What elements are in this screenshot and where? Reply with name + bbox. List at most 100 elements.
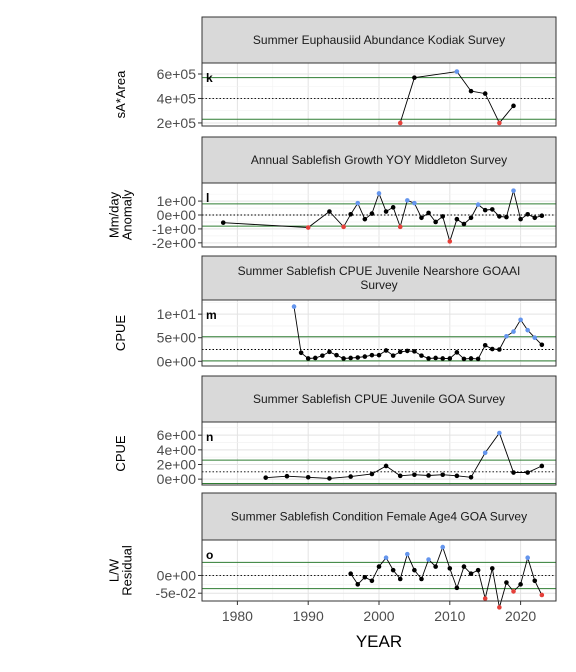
panel-strip (201, 492, 557, 541)
data-point (369, 211, 375, 216)
data-point (397, 120, 403, 126)
data-point (426, 557, 431, 562)
data-point (426, 356, 431, 361)
data-point (468, 571, 474, 576)
panel-title: Summer Sablefish CPUE Juvenile Nearshore… (238, 264, 521, 278)
data-point (412, 472, 417, 478)
data-point (390, 353, 396, 358)
data-point (348, 355, 353, 361)
data-point (220, 220, 226, 225)
y-axis-title: L/W (107, 558, 122, 582)
data-point (405, 551, 410, 557)
data-point (320, 353, 325, 358)
panel-strip (201, 16, 557, 64)
data-point (525, 327, 530, 333)
data-point (497, 347, 502, 352)
data-point (383, 348, 389, 353)
data-point (511, 103, 516, 109)
y-tick-label: 1e+01 (157, 306, 197, 322)
y-axis-title: CPUE (113, 435, 128, 471)
data-point (482, 207, 488, 213)
data-point (362, 574, 368, 580)
data-point (412, 200, 417, 206)
data-point (284, 473, 290, 479)
y-tick-label: 2e+05 (157, 115, 197, 131)
data-point (376, 352, 382, 358)
data-point (355, 582, 361, 587)
data-point (447, 239, 453, 244)
data-point (412, 349, 417, 354)
data-point (497, 430, 502, 436)
data-point (511, 329, 516, 334)
data-point (305, 356, 311, 361)
data-point (376, 564, 382, 569)
data-point (383, 209, 389, 214)
data-point (341, 356, 346, 361)
data-point (532, 215, 538, 221)
y-tick-label: 6e+00 (157, 427, 197, 443)
x-axis: 1980 1990 2000 2010 2020 (222, 601, 536, 624)
data-point (454, 216, 460, 222)
data-point (312, 355, 318, 361)
data-point (511, 589, 516, 594)
x-tick-label: 1990 (293, 608, 324, 624)
data-point (518, 582, 523, 587)
panel-o: Summer Sablefish Condition Female Age4 G… (107, 492, 557, 610)
data-point (440, 544, 446, 550)
data-point (497, 120, 502, 126)
data-point (525, 212, 530, 217)
data-point (518, 216, 523, 222)
data-point (532, 578, 538, 584)
data-point (504, 214, 509, 220)
y-tick-label: -1e+00 (152, 221, 196, 237)
data-point (419, 353, 424, 358)
data-point (305, 225, 311, 230)
data-point (412, 567, 417, 573)
y-axis-title: CPUE (113, 315, 128, 351)
panel-border (201, 62, 557, 127)
y-tick-label: 0e+00 (157, 207, 197, 223)
data-point (447, 356, 453, 361)
data-point (497, 214, 502, 219)
data-point (327, 209, 332, 214)
y-tick-label: -5e-02 (156, 585, 197, 601)
data-point (475, 356, 481, 362)
data-point (291, 304, 297, 309)
data-point (362, 354, 368, 359)
data-point (497, 605, 502, 610)
data-point (482, 91, 488, 96)
data-point (348, 212, 353, 217)
data-point (397, 576, 403, 582)
data-point (298, 350, 304, 356)
y-tick-label: 2e+00 (157, 456, 197, 472)
panel-border (201, 421, 557, 486)
y-tick-label: 6e+05 (157, 66, 197, 82)
y-axis-title: Residual (120, 545, 135, 596)
panel-title: Summer Euphausiid Abundance Kodiak Surve… (253, 33, 505, 47)
panel-letter: m (206, 308, 217, 322)
data-point (390, 205, 396, 210)
data-point (482, 342, 488, 348)
panel-strip (201, 255, 557, 301)
data-point (426, 473, 431, 478)
data-point (440, 472, 446, 478)
panel-letter: l (206, 191, 209, 205)
data-point (440, 214, 446, 219)
panel-strip (201, 136, 557, 184)
panel-title: Summer Sablefish CPUE Juvenile GOA Surve… (253, 392, 505, 406)
panel-title: Annual Sablefish Growth YOY Middleton Su… (251, 153, 507, 167)
panel-letter: n (206, 430, 213, 444)
data-point (405, 198, 410, 203)
panel-k: Summer Euphausiid Abundance Kodiak Surve… (113, 16, 557, 131)
data-point (440, 356, 446, 361)
data-point (532, 335, 538, 341)
x-axis-title: YEAR (356, 632, 402, 651)
data-point (369, 471, 375, 477)
data-point (263, 475, 269, 480)
data-point (362, 216, 368, 222)
panel-strip (201, 375, 557, 423)
panel-title: Survey (360, 278, 397, 292)
data-point (525, 470, 530, 475)
data-point (539, 592, 545, 598)
